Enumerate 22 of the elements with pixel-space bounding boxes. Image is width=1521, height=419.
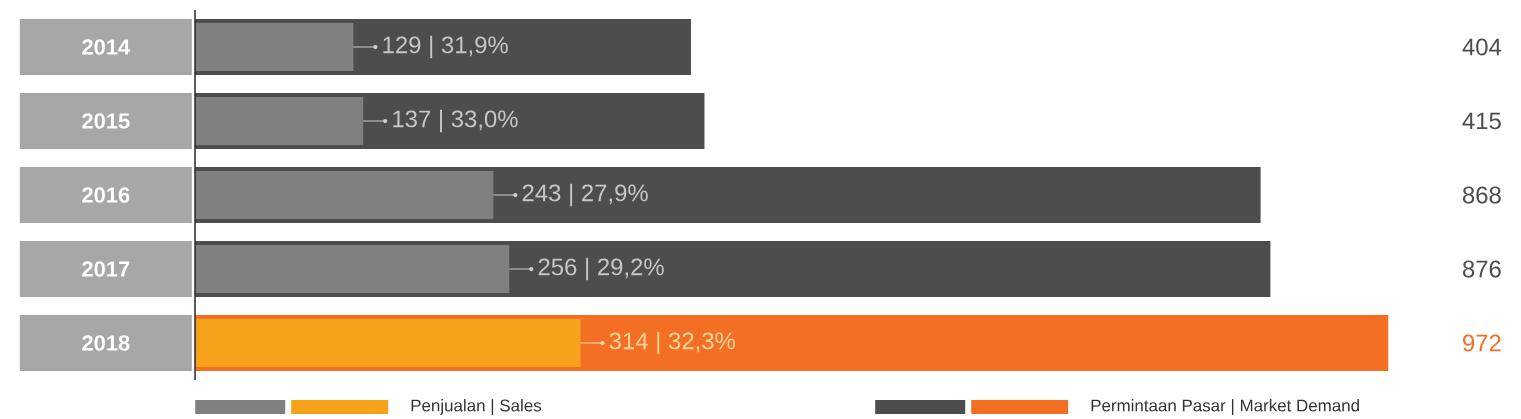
data-label: 129 | 31,9%	[383, 35, 508, 59]
data-label: 243 | 27,9%	[522, 183, 648, 207]
bar	[195, 319, 581, 368]
data-label: 876	[1462, 260, 1501, 278]
data-label: 972	[1463, 334, 1501, 352]
data-label: 415	[1462, 112, 1501, 130]
y-tick-label: 2017	[82, 261, 130, 277]
bar	[195, 97, 364, 146]
bar	[195, 23, 354, 72]
data-label: 256 | 29,2%	[538, 257, 664, 281]
data-label: 137 | 33,0%	[393, 109, 518, 133]
series-label: Permintaan Pasar | Market Demand	[1091, 399, 1359, 415]
data-label: 404	[1462, 38, 1502, 56]
y-tick-label: 2018	[82, 335, 130, 351]
series-label: Penjualan | Sales	[411, 399, 542, 415]
y-tick-label: 2016	[82, 187, 130, 203]
bar	[195, 245, 510, 294]
data-label: 314 | 32,3%	[609, 331, 735, 355]
data-label: 868	[1462, 186, 1501, 204]
y-tick-label: 2014	[82, 39, 131, 55]
y-tick-label: 2015	[82, 113, 130, 129]
bar	[195, 171, 494, 220]
